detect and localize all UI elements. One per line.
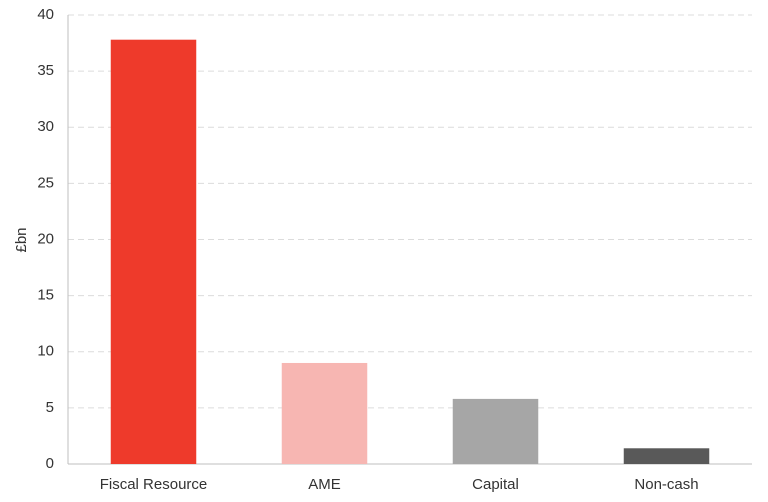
bar	[452, 398, 539, 464]
y-tick-label: 15	[37, 287, 54, 304]
y-tick-label: 20	[37, 230, 54, 247]
x-tick-label: AME	[308, 476, 341, 493]
x-tick-label: Fiscal Resource	[100, 476, 208, 493]
y-tick-label: 40	[37, 6, 54, 23]
bar	[281, 362, 368, 464]
y-tick-label: 5	[46, 399, 54, 416]
x-tick-label: Non-cash	[634, 476, 698, 493]
y-tick-label: 10	[37, 343, 54, 360]
y-tick-label: 0	[46, 455, 54, 472]
bar	[623, 448, 710, 464]
y-axis-label: £bn	[13, 227, 30, 252]
bar	[110, 39, 197, 464]
y-tick-label: 25	[37, 174, 54, 191]
y-tick-label: 35	[37, 62, 54, 79]
y-tick-label: 30	[37, 118, 54, 135]
x-tick-label: Capital	[472, 476, 519, 493]
